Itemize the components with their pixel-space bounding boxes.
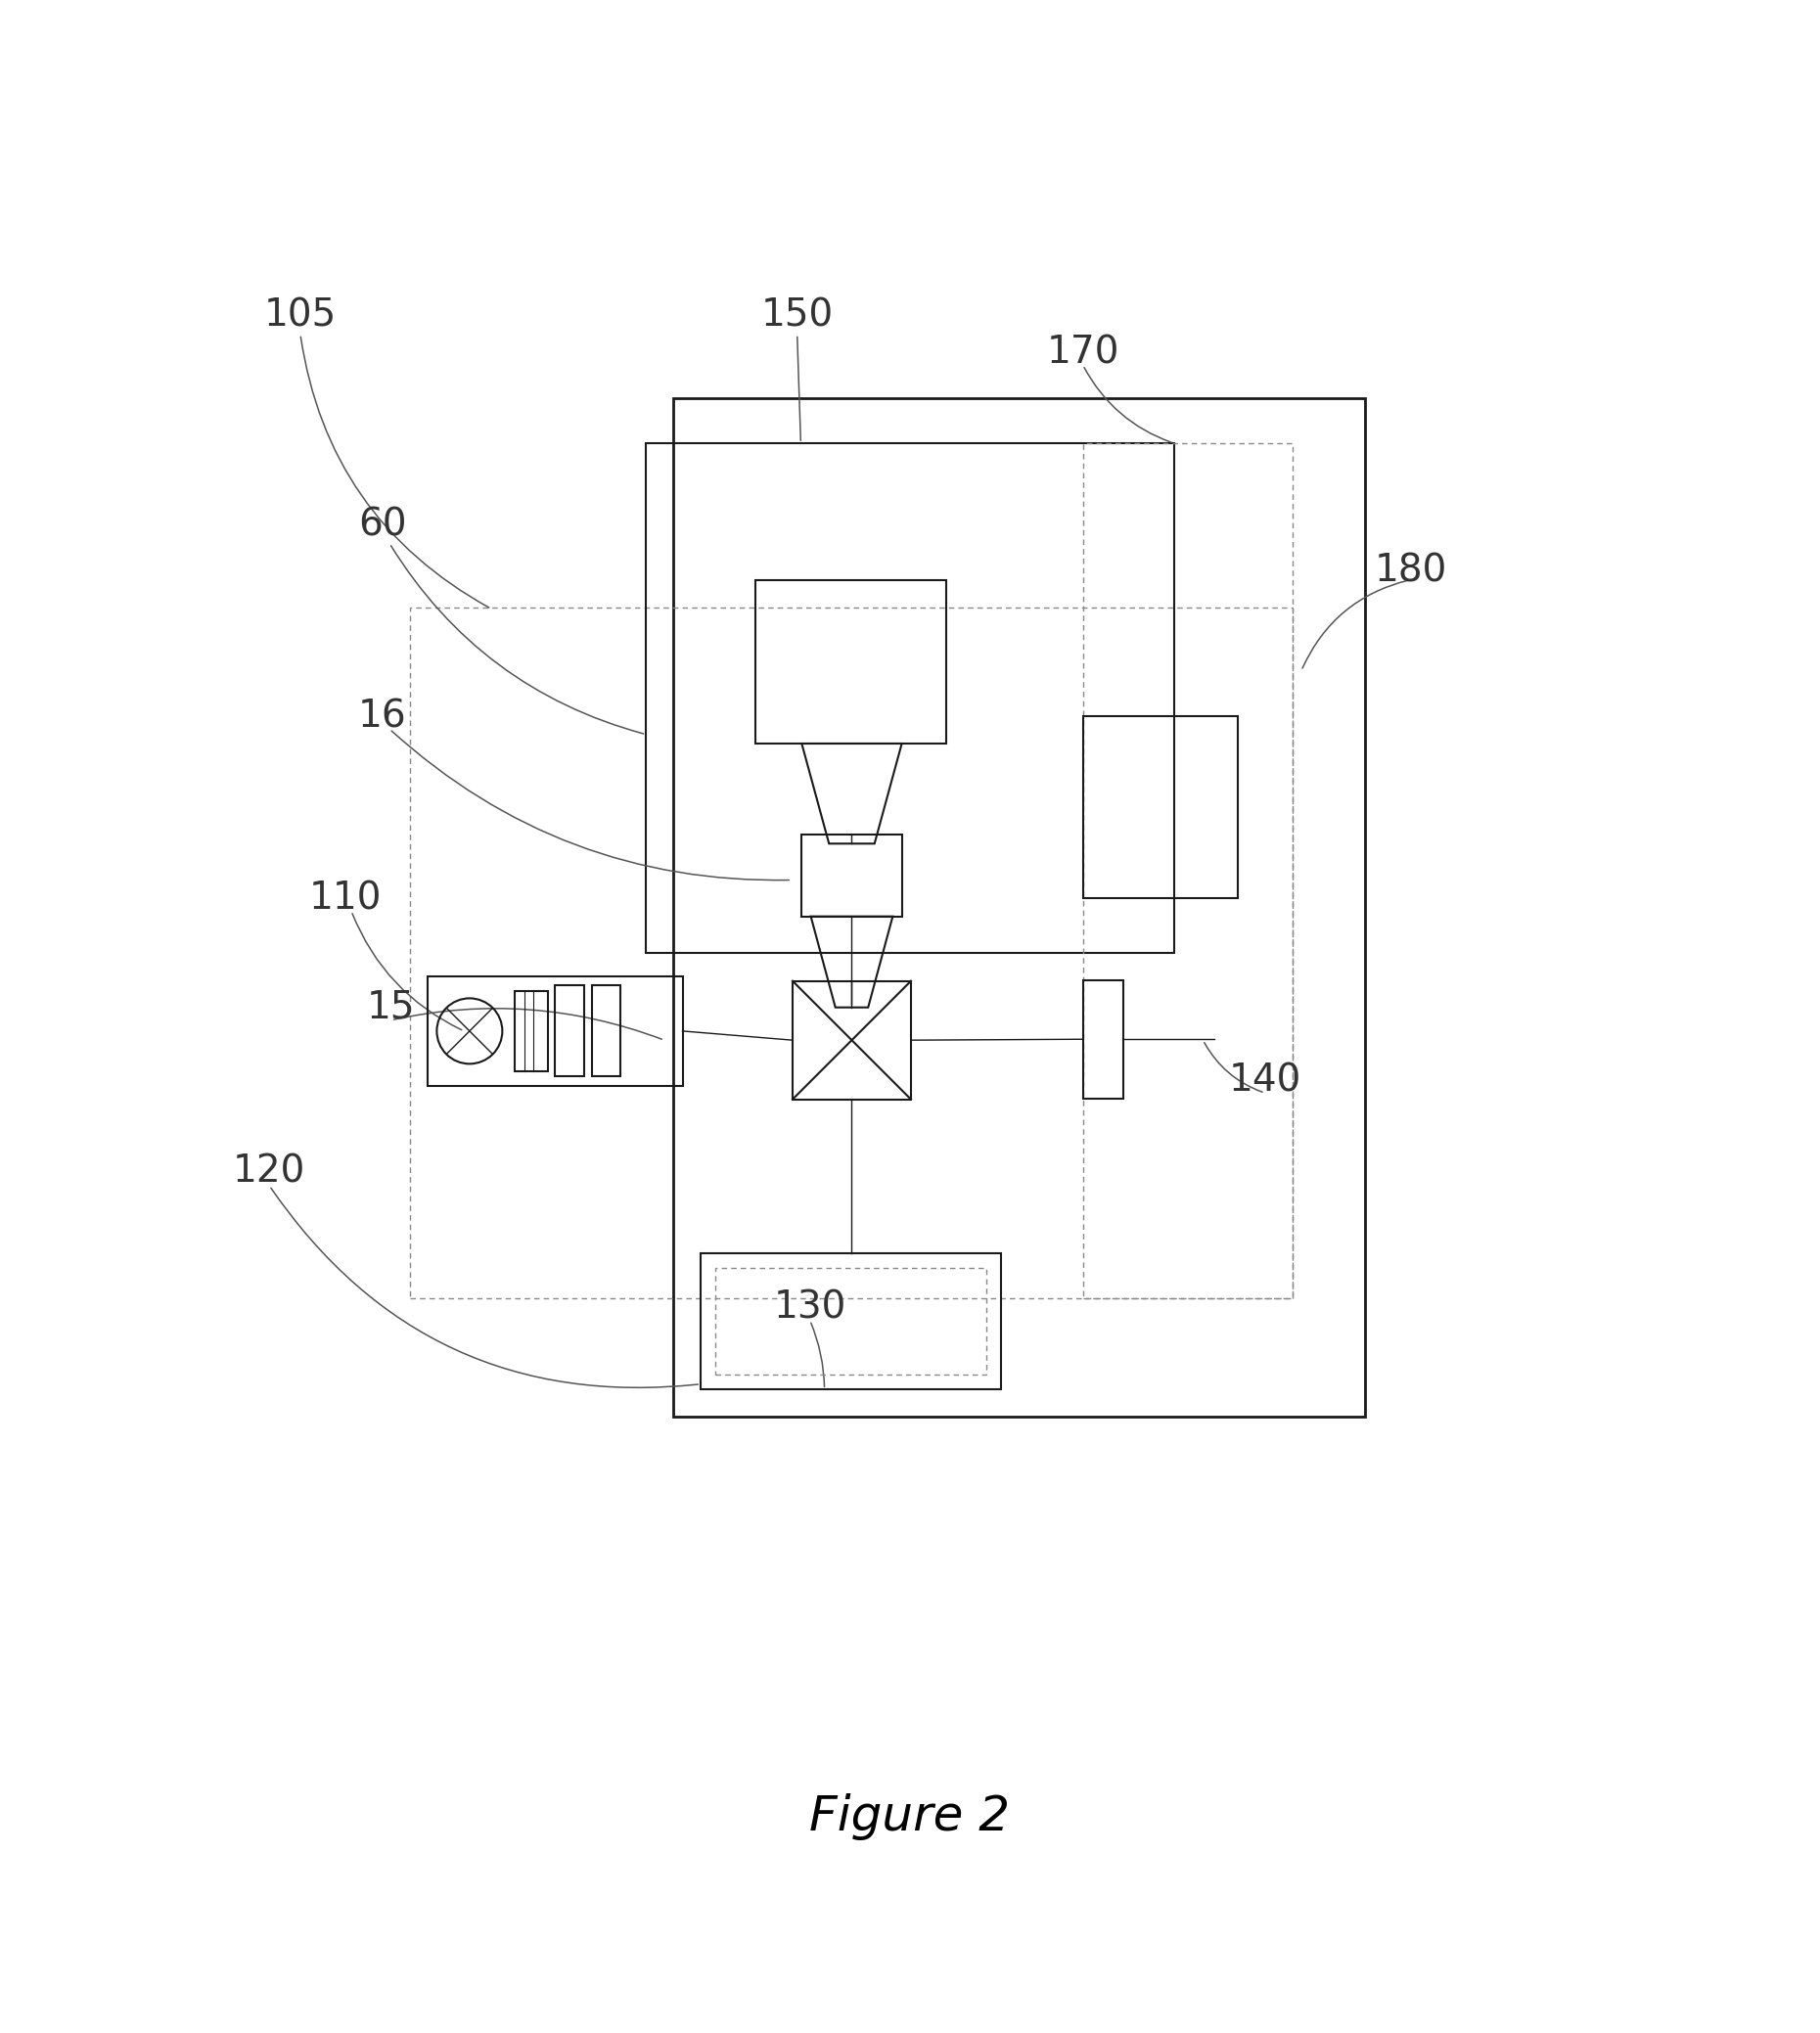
Bar bbox=[1083, 980, 1123, 1098]
Bar bbox=[673, 398, 1365, 1417]
Text: 170: 170 bbox=[1046, 333, 1119, 370]
Text: 120: 120 bbox=[233, 1153, 306, 1189]
Bar bbox=[592, 986, 621, 1077]
Text: 140: 140 bbox=[1228, 1061, 1301, 1098]
Text: 110: 110 bbox=[309, 880, 382, 917]
Bar bbox=[715, 1269, 986, 1374]
Bar bbox=[515, 990, 548, 1071]
Text: 180: 180 bbox=[1374, 553, 1447, 590]
Bar bbox=[410, 608, 1292, 1299]
Text: 130: 130 bbox=[774, 1289, 846, 1326]
Bar bbox=[701, 1252, 1001, 1389]
Bar bbox=[755, 579, 946, 744]
Bar bbox=[801, 834, 901, 917]
Text: 16: 16 bbox=[359, 697, 406, 734]
Bar bbox=[1083, 716, 1238, 899]
Text: 150: 150 bbox=[761, 297, 834, 335]
Bar bbox=[1083, 443, 1292, 1299]
Bar bbox=[555, 986, 584, 1077]
Text: Figure 2: Figure 2 bbox=[810, 1793, 1010, 1840]
Bar bbox=[792, 982, 910, 1100]
Text: 60: 60 bbox=[359, 506, 406, 543]
Text: 15: 15 bbox=[368, 988, 415, 1027]
Bar bbox=[646, 443, 1174, 953]
Text: 105: 105 bbox=[264, 297, 337, 335]
Bar bbox=[428, 976, 682, 1086]
